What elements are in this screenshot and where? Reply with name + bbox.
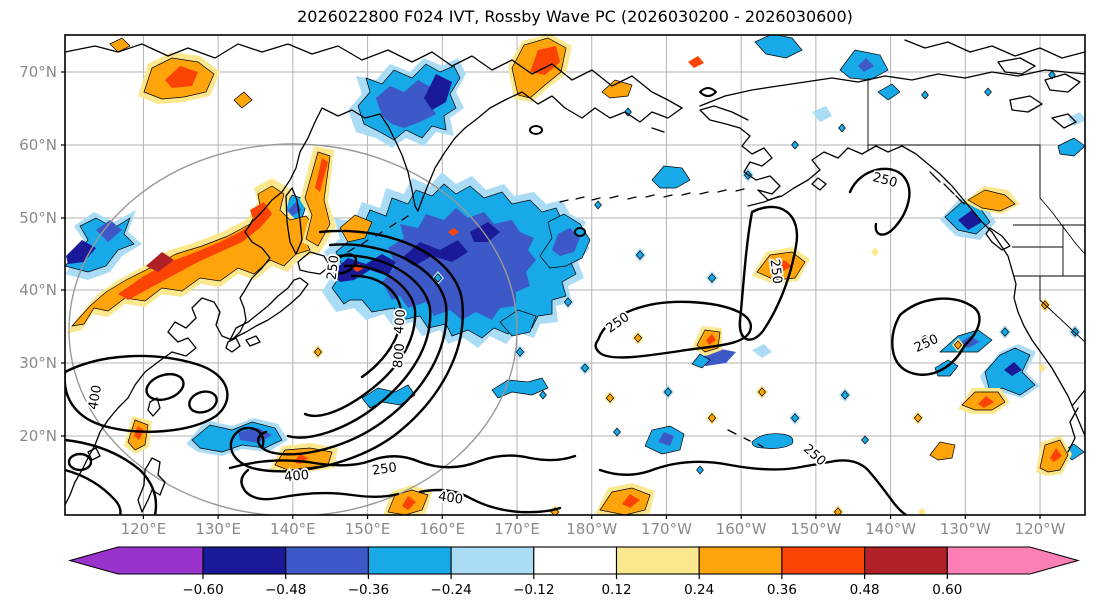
lon-tick-label: 180°W — [566, 520, 617, 538]
lat-tick-label: 70°N — [19, 63, 57, 81]
colorbar-segment — [533, 546, 618, 575]
contour-label: 250 — [604, 310, 633, 337]
colorbar-tick-label: −0.60 — [182, 582, 223, 598]
colorbar-segment — [615, 546, 700, 575]
lon-tick-label: 150°E — [345, 520, 391, 538]
lon-tick-label: 160°W — [716, 520, 767, 538]
lat-tick-label: 40°N — [19, 281, 57, 299]
lon-tick-label: 170°W — [641, 520, 692, 538]
great-circle-ring — [68, 143, 518, 515]
colorbar-segment — [864, 546, 948, 575]
contour-label: 800 — [391, 343, 408, 369]
contour-label: 250 — [371, 460, 398, 478]
colorbar-tick-label: 0.36 — [767, 582, 797, 598]
lon-tick-label: 160°E — [419, 520, 465, 538]
contour-label: 250 — [871, 170, 899, 191]
colorbar-segment — [202, 546, 287, 575]
lon-tick-label: 120°W — [1015, 520, 1066, 538]
colorbar-tick-label: −0.36 — [348, 582, 389, 598]
colorbar-segment — [367, 546, 452, 575]
lat-tick-label: 20°N — [19, 427, 57, 445]
colorbar-segment — [67, 546, 204, 575]
contour-label: 400 — [392, 309, 409, 335]
lon-tick-label: 130°W — [940, 520, 991, 538]
ivt-contours-layer — [65, 87, 981, 515]
contour-label: 250 — [325, 254, 343, 280]
axes-layer: 70°N 60°N 50°N 40°N 30°N 20°N 120°E 130°E 140°E 1… — [19, 63, 1065, 538]
colorbar-tick-label: −0.12 — [513, 582, 554, 598]
contour-labels-layer: 250 400 800 250 250 250 250 250 250 400 400 400 — [84, 168, 942, 509]
lat-tick-label: 50°N — [19, 209, 57, 227]
lon-tick-label: 120°E — [121, 520, 167, 538]
lat-tick-label: 30°N — [19, 354, 57, 372]
colorbar-tick-label: 0.24 — [684, 582, 714, 598]
lat-tick-label: 60°N — [19, 136, 57, 154]
contour-label: 250 — [767, 258, 785, 284]
borders-layer — [867, 78, 1085, 343]
colorbar: −0.60 −0.48 −0.36 −0.24 −0.12 0.12 0.24 0.36 0.4… — [67, 546, 1081, 598]
contour-label: 400 — [86, 384, 105, 411]
lon-tick-label: 140°W — [865, 520, 916, 538]
plot-title: 2026022800 F024 IVT, Rossby Wave PC (202… — [297, 7, 853, 26]
colorbar-tick-label: 0.12 — [601, 582, 631, 598]
colorbar-segment — [450, 546, 535, 575]
contour-label: 250 — [912, 332, 941, 356]
lon-tick-label: 170°E — [494, 520, 540, 538]
contour-label: 250 — [800, 442, 828, 470]
plot-frame — [64, 34, 1086, 516]
colorbar-segment — [698, 546, 783, 575]
lon-tick-label: 150°W — [790, 520, 841, 538]
colorbar-tick-label: 0.48 — [850, 582, 880, 598]
lon-tick-label: 130°E — [195, 520, 241, 538]
colorbar-tick-label: −0.24 — [430, 582, 471, 598]
lon-tick-label: 140°E — [270, 520, 316, 538]
colorbar-segment — [946, 546, 1081, 575]
colorbar-segment — [285, 546, 369, 575]
colorbar-tick-label: 0.60 — [932, 582, 962, 598]
contour-label: 400 — [437, 489, 464, 507]
contour-label: 400 — [284, 468, 310, 485]
colorbar-tick-label: −0.48 — [265, 582, 306, 598]
colorbar-segment — [781, 546, 866, 575]
